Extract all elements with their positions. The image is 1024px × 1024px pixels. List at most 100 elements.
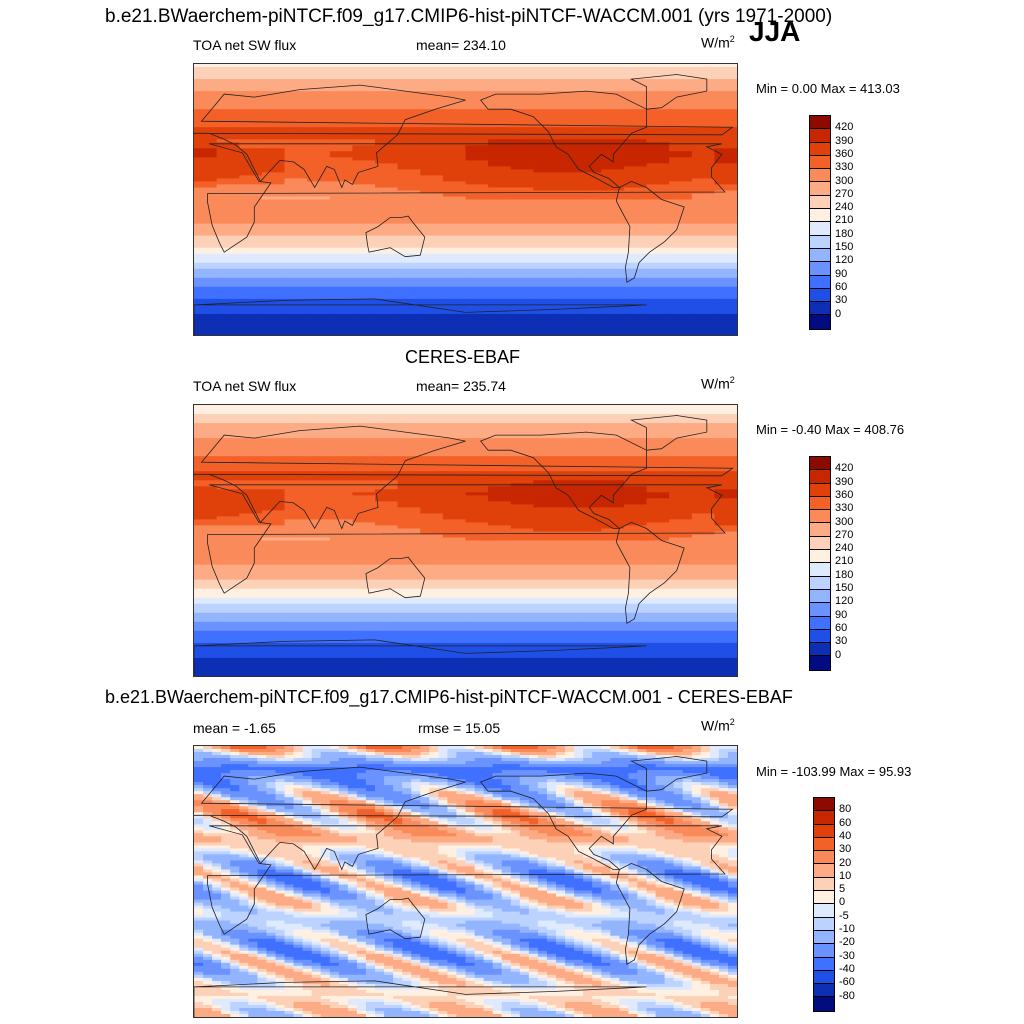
map-cell bbox=[248, 749, 258, 753]
map-cell bbox=[691, 193, 715, 198]
map-cell bbox=[329, 770, 340, 774]
map-cell bbox=[307, 184, 331, 188]
map-cell bbox=[465, 432, 489, 436]
map-cell bbox=[194, 316, 218, 321]
map-cell bbox=[375, 576, 399, 581]
map-cell bbox=[375, 73, 399, 77]
map-cell bbox=[646, 579, 670, 584]
map-cell bbox=[329, 667, 353, 671]
map-cell bbox=[691, 187, 715, 192]
map-cell bbox=[216, 199, 240, 204]
map-cell bbox=[691, 408, 715, 412]
map-cell bbox=[465, 405, 489, 409]
map-cell bbox=[510, 166, 534, 170]
map-cell bbox=[442, 576, 467, 581]
map-cell bbox=[465, 175, 489, 179]
map-cell bbox=[194, 313, 218, 318]
map-cell bbox=[601, 196, 625, 201]
map-cell bbox=[556, 549, 580, 554]
map-cell bbox=[397, 100, 421, 104]
map-cell bbox=[601, 214, 625, 219]
map-cell bbox=[691, 265, 715, 270]
map-cell bbox=[669, 97, 693, 101]
map-cell bbox=[261, 549, 286, 554]
map-cell bbox=[239, 770, 249, 774]
map-cell bbox=[465, 187, 489, 192]
map-cell bbox=[442, 106, 467, 110]
map-cell bbox=[714, 414, 737, 418]
map-cell bbox=[375, 319, 399, 324]
map-cell bbox=[216, 175, 240, 179]
map-cell bbox=[329, 211, 353, 216]
map-cell bbox=[284, 223, 308, 228]
map-cell bbox=[307, 588, 331, 593]
map-cell bbox=[488, 489, 512, 493]
map-cell bbox=[714, 217, 737, 222]
map-cell bbox=[239, 471, 263, 475]
map-cell bbox=[329, 480, 353, 484]
map-cell bbox=[239, 148, 263, 152]
map-cell bbox=[646, 639, 670, 644]
map-cell bbox=[510, 558, 534, 563]
map-cell bbox=[488, 85, 512, 89]
map-cell bbox=[510, 163, 534, 167]
map-cell bbox=[194, 528, 218, 533]
map-cell bbox=[212, 758, 222, 762]
map-cell bbox=[356, 767, 367, 771]
map-cell bbox=[714, 525, 737, 529]
map-cell bbox=[307, 486, 331, 490]
map-cell bbox=[465, 190, 489, 195]
map-cell bbox=[307, 414, 331, 418]
map-cell bbox=[375, 477, 399, 481]
map-cell bbox=[239, 459, 263, 463]
map-cell bbox=[601, 453, 625, 457]
map-cell bbox=[556, 573, 580, 578]
map-cell bbox=[307, 310, 331, 315]
map-cell bbox=[488, 97, 512, 101]
map-cell bbox=[691, 295, 715, 300]
map-cell bbox=[646, 250, 670, 255]
map-cell bbox=[510, 115, 534, 119]
map-cell bbox=[669, 265, 693, 270]
map-cell bbox=[375, 770, 385, 774]
map-cell bbox=[623, 310, 648, 315]
map-cell bbox=[216, 627, 240, 632]
map-cell bbox=[691, 486, 715, 490]
map-cell bbox=[714, 205, 737, 210]
map-cell bbox=[714, 609, 737, 614]
map-cell bbox=[601, 193, 625, 198]
map-cell bbox=[397, 660, 421, 665]
map-cell bbox=[714, 639, 737, 644]
map-cell bbox=[488, 543, 512, 548]
colorbar-swatch bbox=[810, 116, 830, 130]
map-cell bbox=[420, 432, 444, 436]
map-cell bbox=[533, 217, 557, 222]
map-cell bbox=[623, 528, 648, 533]
map-cell bbox=[533, 154, 557, 158]
map-cell bbox=[714, 85, 737, 89]
map-cell bbox=[623, 480, 648, 484]
map-cell bbox=[510, 456, 534, 460]
map-cell bbox=[261, 477, 286, 481]
map-cell bbox=[533, 453, 557, 457]
map-cell bbox=[284, 667, 308, 671]
map-cell bbox=[420, 522, 444, 526]
map-cell bbox=[352, 229, 376, 234]
map-cell bbox=[420, 474, 444, 478]
map-cell bbox=[402, 764, 412, 768]
map-cell bbox=[456, 758, 467, 762]
map-cell bbox=[420, 770, 430, 774]
map-cell bbox=[257, 764, 268, 768]
map-cell bbox=[646, 600, 670, 605]
map-cell bbox=[623, 127, 648, 131]
map-cell bbox=[230, 752, 240, 756]
map-cell bbox=[465, 749, 476, 753]
map-cell bbox=[284, 323, 308, 327]
map-cell bbox=[216, 591, 240, 596]
map-cell bbox=[216, 220, 240, 225]
map-cell bbox=[442, 148, 467, 152]
map-cell bbox=[556, 283, 580, 288]
map-cell bbox=[307, 420, 331, 424]
map-cell bbox=[352, 169, 376, 173]
map-cell bbox=[261, 660, 286, 665]
